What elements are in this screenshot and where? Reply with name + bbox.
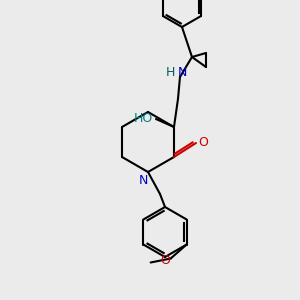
Text: N: N — [177, 65, 187, 79]
Text: O: O — [161, 254, 171, 267]
Text: HO: HO — [134, 112, 153, 124]
Text: H: H — [165, 65, 175, 79]
Text: N: N — [138, 173, 148, 187]
Text: O: O — [198, 136, 208, 148]
